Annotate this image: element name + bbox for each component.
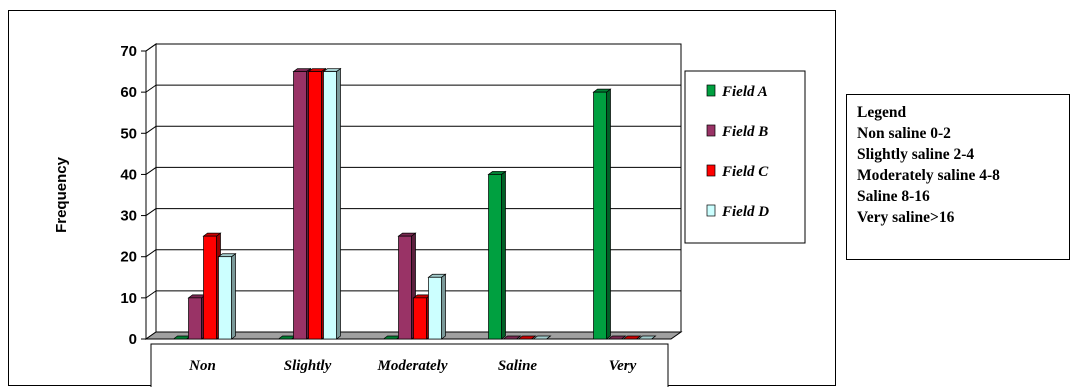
category-legend-line: Slightly saline 2-4: [857, 146, 975, 163]
legend-label: Field C: [721, 164, 769, 180]
y-tick-label: 70: [120, 43, 137, 60]
gridline: [145, 249, 157, 258]
x-tick-label: Slightly: [284, 358, 332, 374]
axes: [141, 50, 669, 387]
y-tick-label: 0: [129, 331, 137, 348]
bar-top: [622, 335, 642, 340]
x-tick-label: Saline: [498, 358, 538, 374]
category-legend: Legend Non saline 0-2 Slightly saline 2-…: [846, 94, 1070, 260]
bar: [218, 256, 232, 340]
y-tick-label: 20: [120, 249, 137, 266]
bar: [323, 71, 337, 340]
bar: [593, 91, 607, 340]
legend-label: Field A: [721, 84, 768, 100]
y-tick-label: 40: [120, 166, 137, 183]
legend-swatch: [706, 84, 716, 97]
gridline: [145, 167, 157, 175]
x-axis-label-box: [150, 343, 669, 387]
chart-frame: 0 10 20 30 40 50 60 70 Frequency Non Slightly Moder…: [8, 10, 836, 387]
bar: [203, 235, 217, 340]
x-tick-label: Moderately: [377, 358, 448, 374]
bar: [428, 276, 442, 340]
bar-top: [637, 335, 657, 340]
legend-swatch: [706, 164, 716, 177]
bar-side: [606, 88, 611, 340]
bar: [188, 297, 202, 340]
legend-label: Field D: [721, 204, 769, 220]
y-tick-label: 30: [120, 208, 137, 225]
gridline: [145, 125, 157, 134]
legend-label: Field B: [721, 124, 768, 140]
gridline: [145, 290, 157, 299]
y-tick-label: 60: [120, 84, 137, 101]
bar: [308, 71, 322, 340]
bar-side: [231, 253, 236, 340]
category-legend-line: Moderately saline 4-8: [857, 167, 1000, 184]
labels: 0 10 20 30 40 50 60 70 Frequency Non Slightly Moder…: [53, 43, 637, 374]
bar: [488, 174, 502, 340]
bar-top: [532, 335, 552, 340]
legend-swatch: [706, 124, 716, 137]
bar: [413, 297, 427, 340]
bar-side: [336, 67, 341, 340]
category-legend-line: Very saline>16: [857, 209, 955, 226]
x-tick-label: Very: [609, 358, 637, 374]
y-tick-label: 50: [120, 125, 137, 142]
y-tick-label: 10: [120, 290, 137, 307]
category-legend-title: Legend: [857, 104, 907, 121]
category-legend-line: Saline 8-16: [857, 188, 930, 205]
bar-top: [502, 335, 522, 340]
bar-chart: 0 10 20 30 40 50 60 70 Frequency Non Slightly Moder…: [53, 43, 806, 387]
gridline: [145, 43, 157, 52]
y-axis-label: Frequency: [53, 156, 70, 233]
bar: [293, 71, 307, 340]
gridline: [145, 84, 157, 93]
legend-swatch: [706, 204, 716, 217]
bar-top: [517, 335, 537, 340]
series-legend-box: [684, 70, 806, 244]
gridline: [145, 208, 157, 216]
bar-side: [441, 273, 446, 340]
x-tick-label: Non: [188, 358, 216, 374]
series-legend: Field A Field B Field C Field D: [684, 70, 806, 244]
bar-top: [607, 335, 627, 340]
bar: [398, 235, 412, 340]
bars: [172, 67, 657, 340]
bar-side: [501, 170, 506, 340]
category-legend-line: Non saline 0-2: [857, 125, 951, 142]
